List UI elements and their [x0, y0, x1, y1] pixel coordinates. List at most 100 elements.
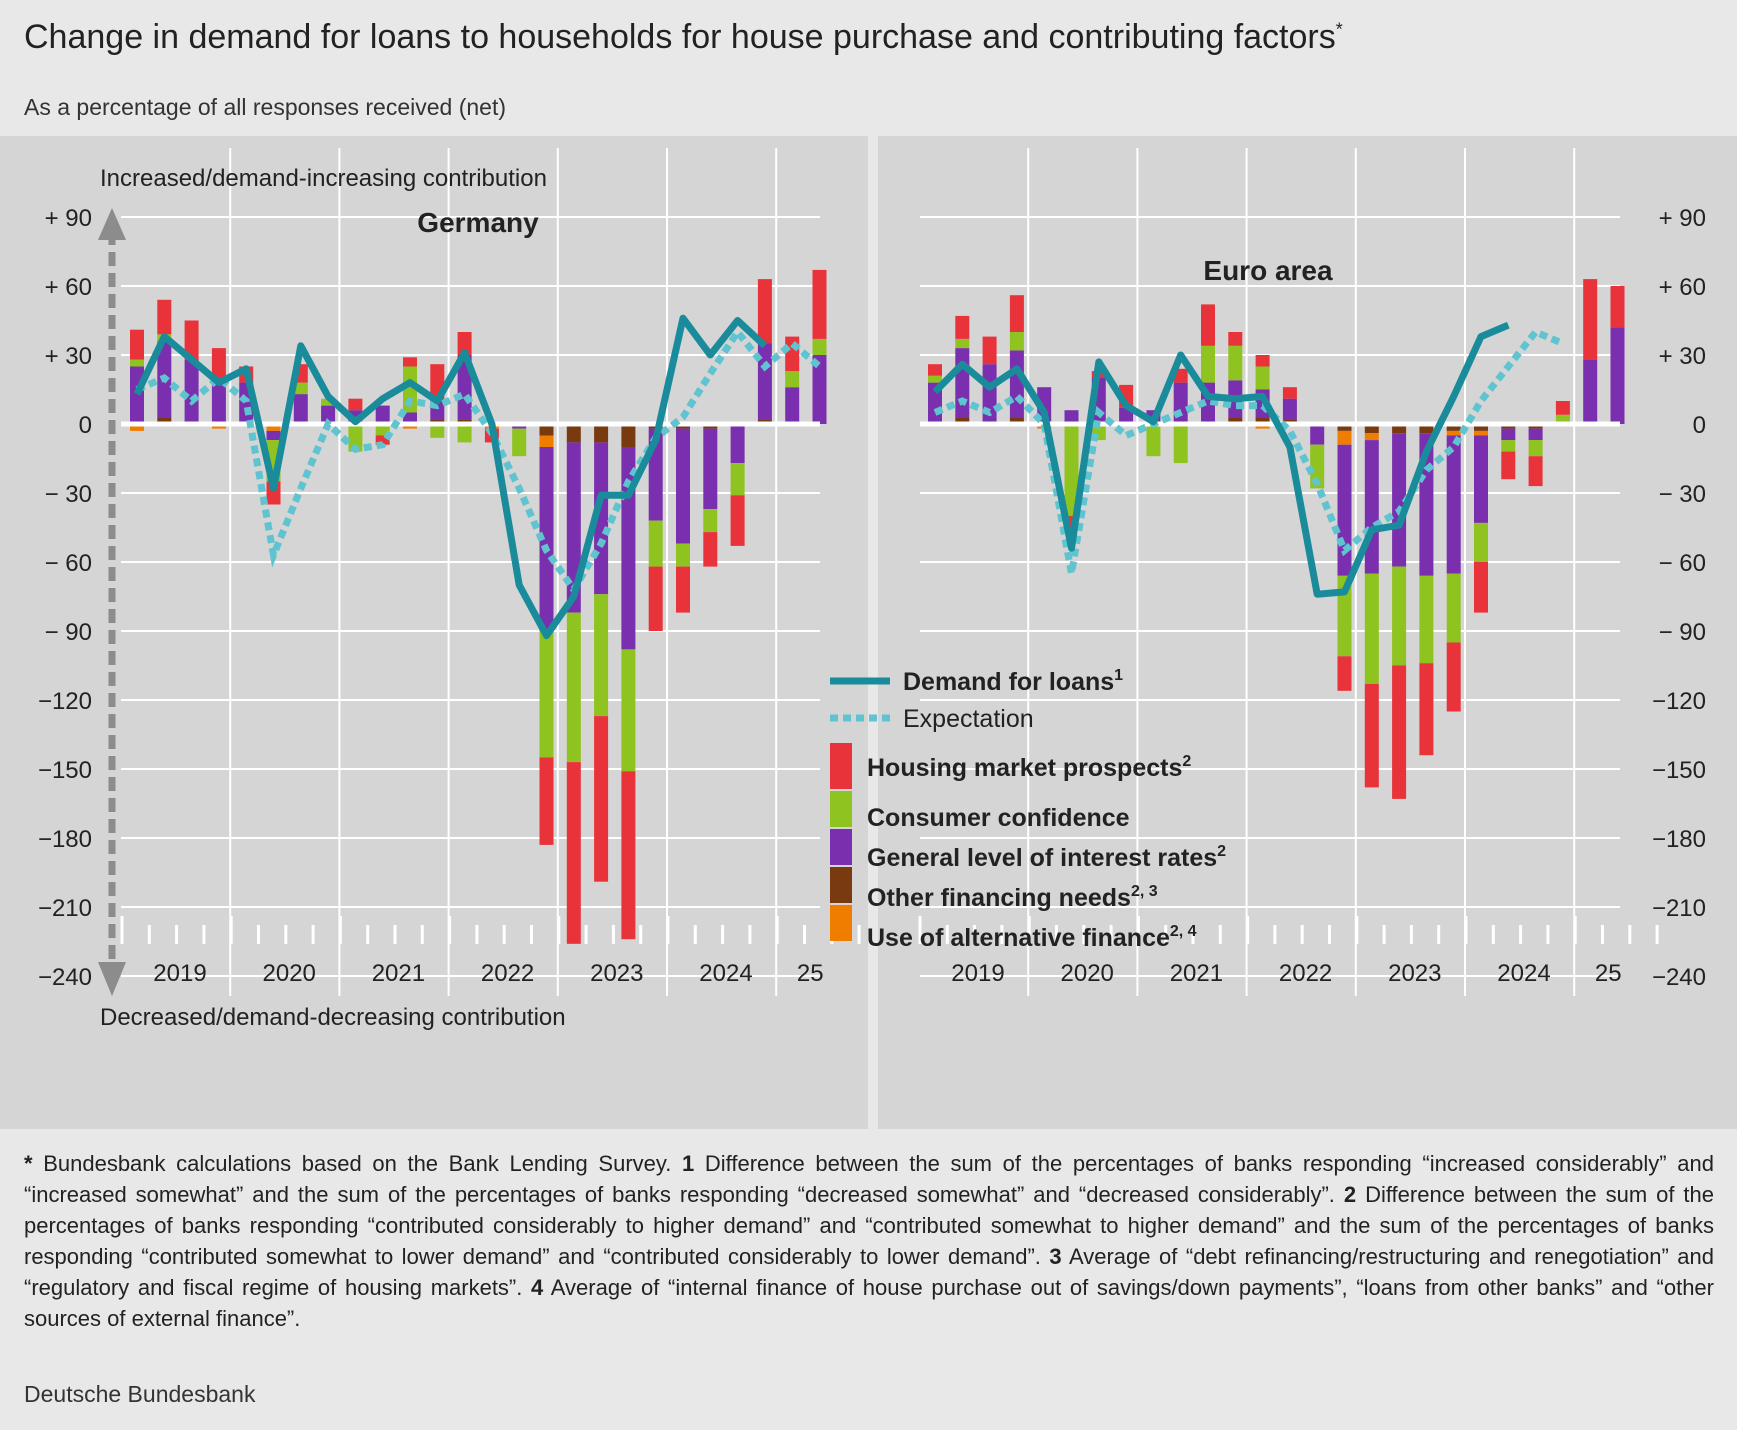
y-tick-label-de: − 90	[45, 619, 92, 646]
footnote-text: Difference between the sum of the percen…	[24, 1182, 1714, 1269]
y-tick-label-de: −120	[38, 688, 92, 715]
bar-ea-consumer-confidence	[1064, 424, 1079, 516]
y-tick-label-de: + 60	[45, 274, 92, 301]
bar-de-consumer-confidence	[293, 382, 308, 395]
legend-demand-text: Demand for loans	[903, 668, 1114, 696]
bar-ea-housing-market-prospects	[1419, 663, 1434, 756]
bar-ea-housing-market-prospects	[928, 364, 942, 376]
bar-ea-consumer-confidence	[1364, 573, 1379, 684]
year-label-ea: 2020	[1061, 960, 1114, 987]
panel-label-de: Germany	[417, 207, 539, 238]
bar-ea-housing-market-prospects	[955, 315, 970, 339]
bar-ea-housing-market-prospects	[1501, 451, 1516, 480]
bar-de-use-of-alternative-finance	[130, 424, 144, 431]
bar-de-general-level-of-interest-rates	[266, 430, 281, 441]
year-label-de: 2021	[372, 960, 425, 987]
legend-consumer-label: Consumer confidence	[867, 804, 1130, 832]
bar-de-general-level-of-interest-rates	[730, 424, 745, 464]
footnote-marker: 1	[682, 1151, 695, 1176]
year-label-de: 2020	[263, 960, 316, 987]
bar-ea-consumer-confidence	[955, 338, 970, 349]
bar-ea-other-financing-needs	[1419, 424, 1434, 434]
bar-ea-other-financing-needs	[1474, 424, 1488, 431]
legend-alt-finance-sup: 2, 4	[1170, 923, 1197, 940]
bar-de-housing-market-prospects	[676, 566, 690, 613]
y-tick-label-de: − 60	[45, 550, 92, 577]
bar-ea-other-financing-needs	[1009, 417, 1024, 424]
bar-ea-housing-market-prospects	[1555, 401, 1570, 415]
legend-consumer-text: Consumer confidence	[867, 804, 1130, 832]
bar-ea-consumer-confidence	[1446, 573, 1461, 643]
bar-ea-consumer-confidence	[1419, 575, 1434, 664]
footnote-marker: *	[24, 1151, 33, 1176]
bar-de-general-level-of-interest-rates	[703, 428, 718, 510]
bar-de-consumer-confidence	[703, 509, 718, 533]
bar-de-housing-market-prospects	[184, 320, 199, 360]
bar-de-general-level-of-interest-rates	[321, 405, 336, 424]
bar-de-general-level-of-interest-rates	[293, 394, 308, 424]
bar-ea-general-level-of-interest-rates	[1474, 435, 1488, 523]
bar-ea-housing-market-prospects	[982, 336, 997, 365]
bar-ea-consumer-confidence	[1009, 332, 1024, 351]
bar-ea-other-financing-needs	[1337, 424, 1352, 431]
legend-interest-swatch	[830, 829, 852, 865]
bar-ea-other-financing-needs	[1228, 417, 1243, 424]
legend-demand-label: Demand for loans1	[903, 667, 1123, 696]
bar-ea-housing-market-prospects	[1392, 665, 1407, 799]
year-label-de: 2019	[153, 960, 206, 987]
bar-ea-consumer-confidence	[1228, 345, 1243, 381]
bar-de-general-level-of-interest-rates	[211, 382, 226, 424]
bar-de-consumer-confidence	[648, 520, 663, 567]
bar-ea-other-financing-needs	[1255, 417, 1270, 424]
bar-ea-housing-market-prospects	[1009, 295, 1024, 332]
bar-ea-consumer-confidence	[1310, 444, 1325, 489]
bar-ea-consumer-confidence	[1337, 575, 1352, 657]
bar-ea-housing-market-prospects	[1228, 332, 1243, 346]
demand-line-de	[133, 314, 768, 640]
bar-ea-housing-market-prospects	[1201, 304, 1215, 346]
y-tick-label-de: −180	[38, 826, 92, 853]
bar-de-housing-market-prospects	[621, 771, 636, 940]
bar-ea-use-of-alternative-finance	[1446, 430, 1461, 436]
bar-de-consumer-confidence	[812, 338, 827, 355]
bar-de-other-financing-needs	[621, 424, 636, 447]
bar-ea-use-of-alternative-finance	[1474, 430, 1488, 436]
y-tick-label-ea: 0	[1693, 412, 1706, 439]
bar-de-consumer-confidence	[785, 371, 800, 388]
bar-de-housing-market-prospects	[703, 532, 718, 567]
year-label-ea: 2024	[1497, 960, 1550, 987]
y-tick-label-ea: −240	[1652, 964, 1706, 991]
year-label-ea: 25	[1595, 960, 1622, 987]
bar-ea-general-level-of-interest-rates	[1446, 435, 1461, 574]
bar-de-housing-market-prospects	[348, 398, 363, 411]
y-tick-label-de: 0	[79, 412, 92, 439]
bar-ea-consumer-confidence	[928, 375, 942, 383]
bar-de-housing-market-prospects	[757, 279, 772, 344]
bar-de-consumer-confidence	[321, 398, 336, 406]
panel-label-ea: Euro area	[1203, 255, 1333, 286]
bar-ea-consumer-confidence	[1474, 522, 1488, 562]
y-tick-label-de: + 90	[45, 205, 92, 232]
footnote-text: Average of “debt refinancing/restructuri…	[24, 1244, 1715, 1300]
bar-de-other-financing-needs	[157, 417, 172, 424]
expectation-line-de	[135, 326, 822, 597]
axis-note-bottom: Decreased/demand-decreasing contribution	[100, 1004, 566, 1031]
bar-ea-housing-market-prospects	[1528, 456, 1543, 487]
footnote-1: 1 Difference between the sum of the perc…	[24, 1151, 1714, 1207]
y-tick-label-ea: −150	[1652, 757, 1706, 784]
bar-de-general-level-of-interest-rates	[375, 405, 390, 424]
legend-interest-text: General level of interest rates	[867, 844, 1217, 872]
bar-de-other-financing-needs	[539, 424, 554, 436]
bar-ea-general-level-of-interest-rates	[1310, 424, 1325, 445]
y-tick-label-ea: −180	[1652, 826, 1706, 853]
bar-de-general-level-of-interest-rates	[621, 447, 636, 650]
y-tick-label-de: −210	[38, 895, 92, 922]
y-tick-label-de: − 30	[45, 481, 92, 508]
bar-ea-use-of-alternative-finance	[1337, 430, 1352, 445]
legend-other-needs-text: Other financing needs	[867, 884, 1131, 912]
bar-de-general-level-of-interest-rates	[785, 387, 800, 424]
year-label-ea: 2019	[951, 960, 1004, 987]
source-note: Deutsche Bundesbank	[24, 1381, 256, 1407]
bar-de-housing-market-prospects	[539, 757, 554, 845]
bar-de-consumer-confidence	[457, 424, 472, 443]
